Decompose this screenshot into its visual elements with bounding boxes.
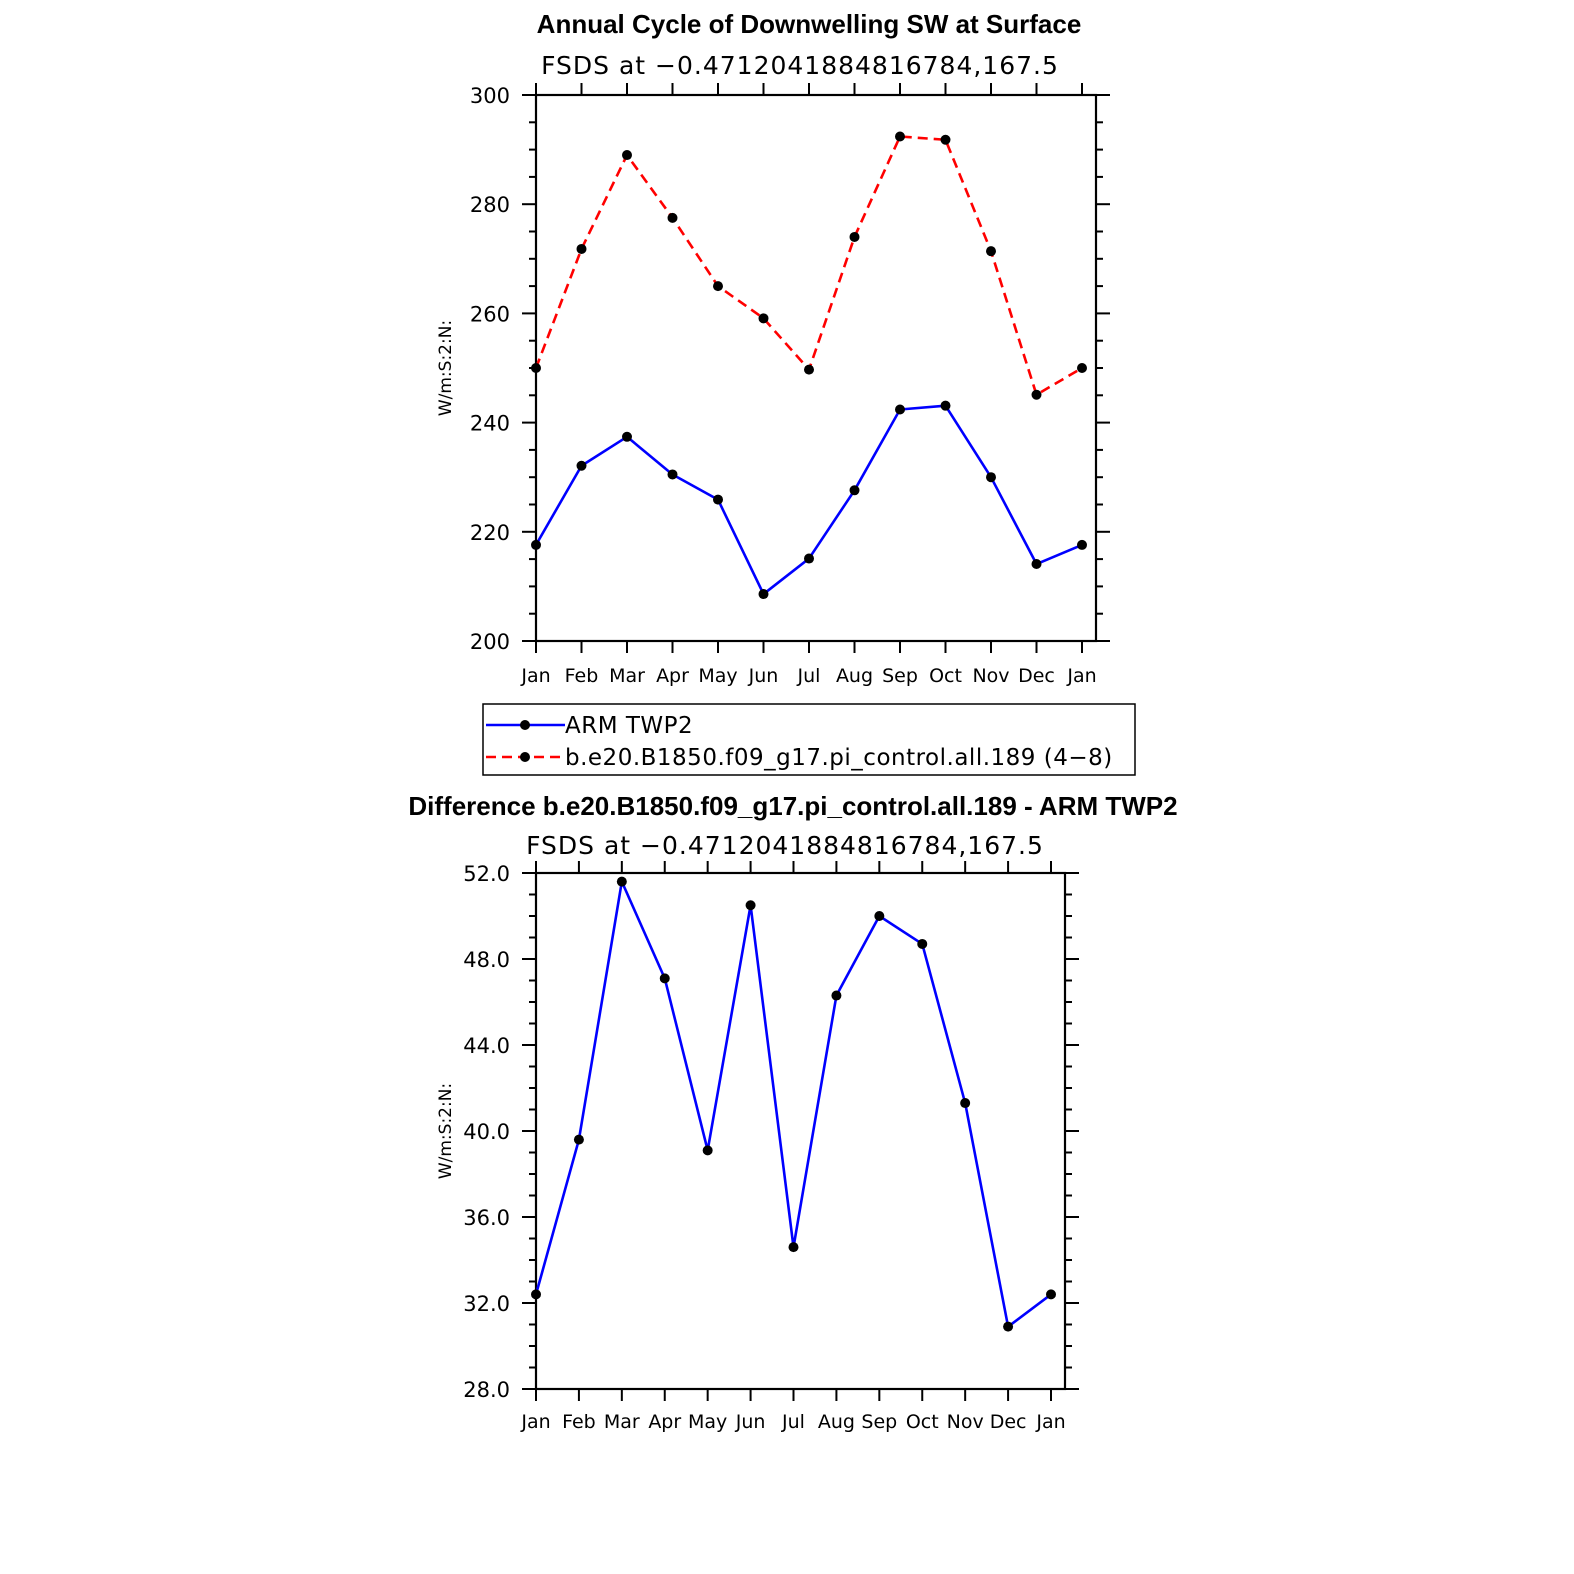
data-point bbox=[917, 938, 928, 949]
data-point bbox=[713, 494, 723, 505]
x-tick-label: Feb bbox=[562, 1411, 596, 1433]
x-tick-label: Dec bbox=[1018, 665, 1055, 687]
x-tick-label: Jul bbox=[781, 1411, 805, 1433]
x-tick-label: Jul bbox=[797, 665, 821, 687]
data-point bbox=[895, 131, 905, 142]
y-tick-label: 48.0 bbox=[463, 948, 510, 972]
data-point bbox=[804, 364, 814, 375]
data-point bbox=[758, 589, 769, 600]
chart-title: Annual Cycle of Downwelling SW at Surfac… bbox=[537, 9, 1082, 39]
difference-panel: Difference b.e20.B1850.f09_g17.pi_contro… bbox=[408, 791, 1177, 1433]
data-point bbox=[874, 911, 885, 921]
legend-marker-model bbox=[520, 752, 530, 762]
data-point bbox=[960, 1098, 971, 1109]
x-tick-label: Nov bbox=[947, 1411, 984, 1433]
chart-subtitle: FSDS at −0.4712041884816784,167.5 bbox=[541, 51, 1059, 80]
data-point bbox=[622, 431, 632, 442]
data-point bbox=[576, 243, 587, 254]
legend-marker-arm bbox=[520, 720, 530, 730]
x-tick-label: Oct bbox=[929, 665, 962, 687]
x-tick-label: Jun bbox=[748, 665, 779, 687]
chart-subtitle: FSDS at −0.4712041884816784,167.5 bbox=[526, 831, 1044, 860]
data-point bbox=[573, 1134, 584, 1145]
data-point bbox=[940, 400, 951, 411]
data-point bbox=[745, 900, 756, 911]
y-tick-label: 40.0 bbox=[463, 1120, 510, 1144]
y-tick-label: 44.0 bbox=[463, 1034, 510, 1058]
x-tick-label: Mar bbox=[604, 1411, 640, 1433]
y-tick-label: 52.0 bbox=[463, 862, 510, 886]
data-point bbox=[1046, 1289, 1056, 1300]
data-point bbox=[849, 485, 860, 496]
data-point bbox=[576, 460, 587, 471]
data-point bbox=[659, 973, 670, 984]
y-axis-label: W/m:S:2:N: bbox=[436, 320, 456, 416]
y-tick-label: 28.0 bbox=[463, 1378, 510, 1402]
data-point bbox=[831, 990, 842, 1001]
data-point bbox=[758, 313, 769, 324]
x-tick-label: Aug bbox=[818, 1411, 855, 1433]
x-tick-label: Sep bbox=[861, 1411, 897, 1433]
x-tick-label: Jan bbox=[520, 665, 550, 687]
x-tick-label: Jan bbox=[1066, 665, 1096, 687]
x-tick-label: Oct bbox=[906, 1411, 939, 1433]
x-tick-label: Sep bbox=[882, 665, 918, 687]
y-tick-label: 220 bbox=[470, 521, 510, 545]
x-tick-label: Jan bbox=[1035, 1411, 1065, 1433]
data-point bbox=[986, 246, 996, 257]
y-tick-label: 300 bbox=[470, 84, 510, 108]
x-tick-label: May bbox=[698, 665, 737, 687]
x-tick-label: Feb bbox=[565, 665, 599, 687]
data-point bbox=[667, 469, 678, 480]
data-point bbox=[804, 553, 814, 564]
data-point bbox=[940, 134, 951, 145]
series-line bbox=[534, 880, 1052, 1328]
y-tick-label: 260 bbox=[470, 302, 510, 326]
data-point bbox=[531, 539, 541, 550]
x-tick-label: Jun bbox=[735, 1411, 766, 1433]
data-point bbox=[616, 876, 627, 887]
data-point bbox=[1077, 539, 1087, 550]
x-tick-label: Apr bbox=[656, 665, 689, 687]
x-tick-label: Jan bbox=[520, 1411, 550, 1433]
x-tick-label: Dec bbox=[990, 1411, 1027, 1433]
y-tick-label: 240 bbox=[470, 412, 510, 436]
data-point bbox=[849, 231, 860, 242]
y-tick-label: 200 bbox=[470, 630, 510, 654]
plot-frame bbox=[534, 871, 1067, 1391]
data-point bbox=[986, 472, 996, 483]
x-tick-label: Apr bbox=[648, 1411, 681, 1433]
legend-box bbox=[482, 703, 1136, 776]
annual-cycle-panel: Annual Cycle of Downwelling SW at Surfac… bbox=[436, 9, 1110, 687]
x-tick-label: May bbox=[688, 1411, 727, 1433]
x-tick-label: Mar bbox=[609, 665, 645, 687]
legend: ARM TWP2 b.e20.B1850.f09_g17.pi_control.… bbox=[482, 703, 1136, 776]
data-point bbox=[667, 212, 678, 223]
data-point bbox=[702, 1145, 713, 1156]
legend-label-arm: ARM TWP2 bbox=[565, 713, 693, 739]
x-tick-label: Nov bbox=[972, 665, 1009, 687]
data-point bbox=[1003, 1321, 1014, 1332]
legend-label-model: b.e20.B1850.f09_g17.pi_control.all.189 (… bbox=[565, 745, 1113, 771]
data-point bbox=[713, 281, 723, 292]
plot-frame bbox=[534, 93, 1098, 643]
series-line bbox=[534, 135, 1083, 397]
y-axis-label: W/m:S:2:N: bbox=[436, 1083, 456, 1179]
x-tick-label: Aug bbox=[836, 665, 873, 687]
data-point bbox=[895, 404, 905, 415]
chart-title: Difference b.e20.B1850.f09_g17.pi_contro… bbox=[408, 791, 1177, 821]
data-point bbox=[788, 1242, 799, 1253]
y-tick-label: 280 bbox=[470, 193, 510, 217]
data-point bbox=[531, 363, 541, 373]
data-point bbox=[1031, 389, 1042, 400]
data-point bbox=[622, 150, 632, 161]
data-point bbox=[1077, 363, 1087, 373]
y-tick-label: 32.0 bbox=[463, 1292, 510, 1316]
y-tick-label: 36.0 bbox=[463, 1206, 510, 1230]
data-point bbox=[1031, 559, 1042, 570]
data-point bbox=[531, 1289, 541, 1300]
series-line bbox=[534, 404, 1083, 596]
